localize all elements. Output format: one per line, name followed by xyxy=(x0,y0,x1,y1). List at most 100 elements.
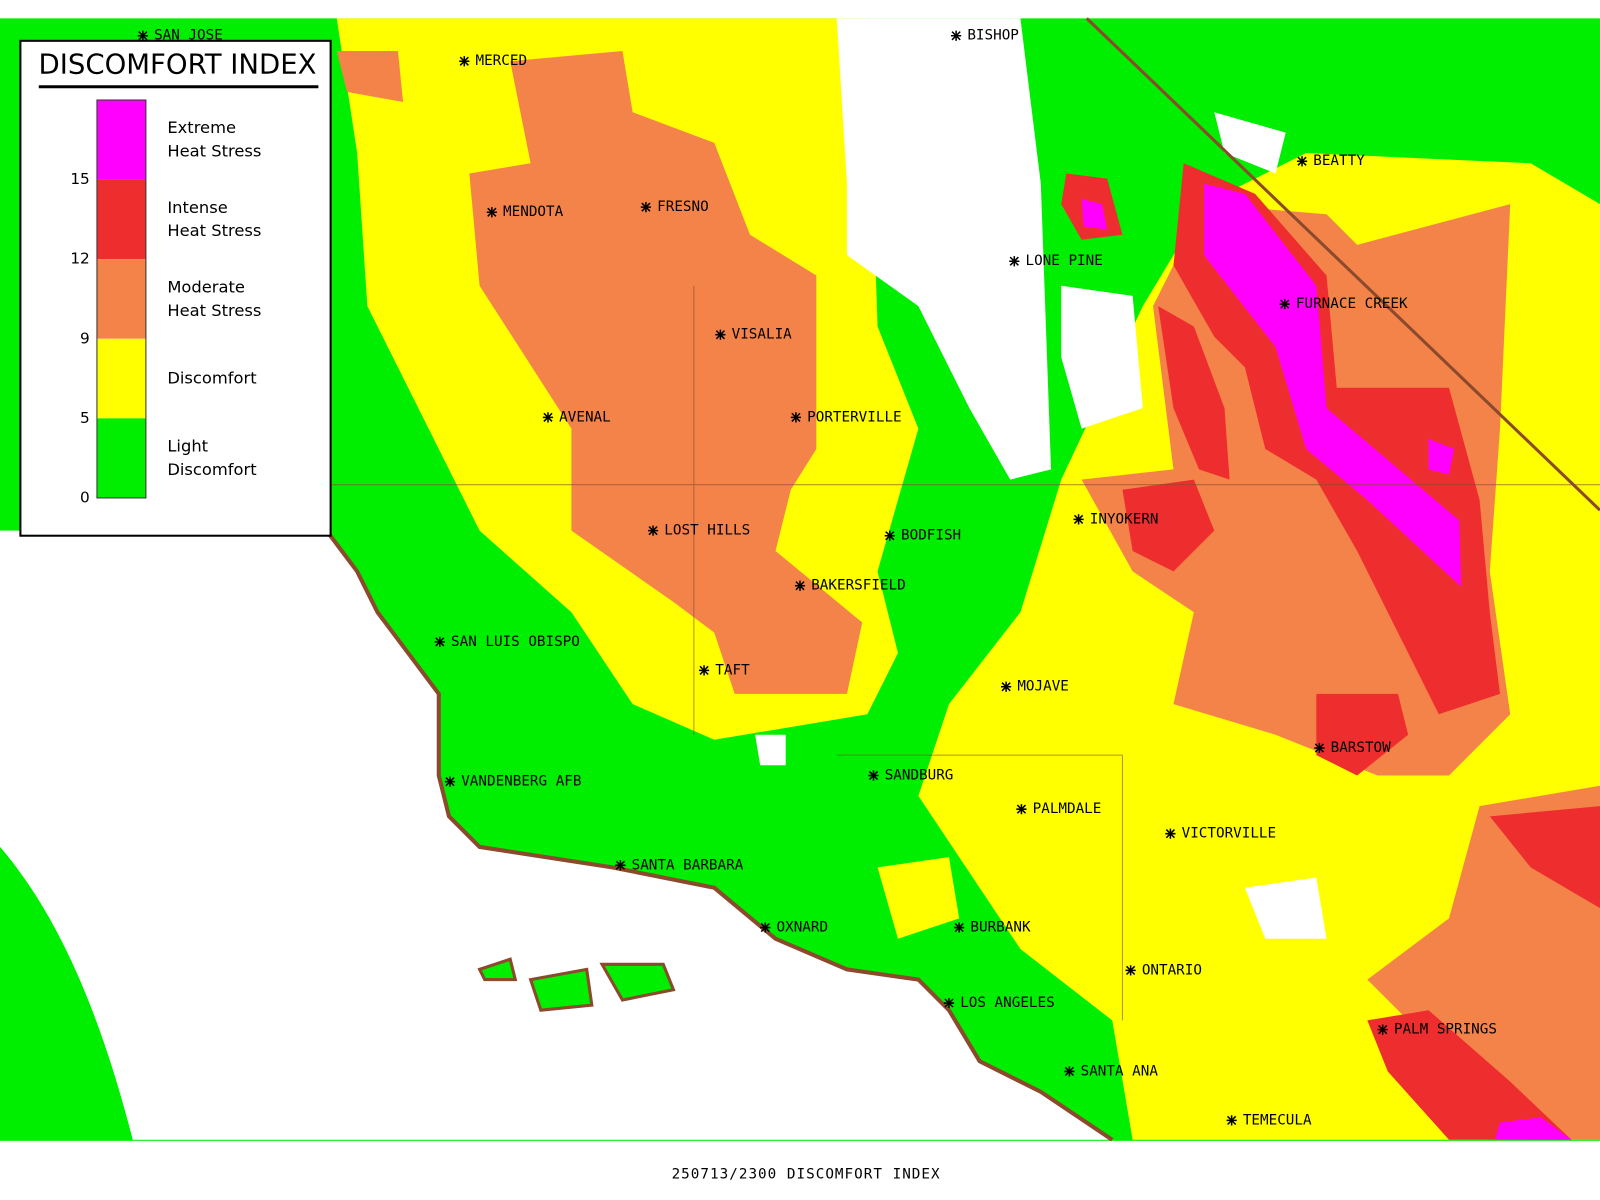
city: MENDOTA xyxy=(486,204,564,220)
city-label: SANTA ANA xyxy=(1081,1063,1159,1079)
sierra-white xyxy=(836,18,1052,480)
state-border xyxy=(1085,17,1600,512)
legend-swatch xyxy=(96,338,146,419)
legend: DISCOMFORT INDEX Extreme Heat Stress Inten… xyxy=(19,39,332,537)
city: FRESNO xyxy=(640,199,709,215)
legend-label: Extreme xyxy=(167,118,236,137)
city-label: PORTERVILLE xyxy=(807,409,901,425)
legend-swatch xyxy=(96,259,146,339)
city-marker xyxy=(1279,298,1290,310)
legend-label: Light xyxy=(167,437,208,456)
county-lines xyxy=(326,285,1600,1021)
city-marker xyxy=(1001,681,1012,692)
city-marker xyxy=(1016,804,1027,815)
city-label: OXNARD xyxy=(777,920,829,936)
city-marker xyxy=(760,922,771,933)
east-magenta xyxy=(1428,438,1455,475)
southeast-orange xyxy=(1367,785,1600,1140)
city-label: FURNACE CREEK xyxy=(1296,296,1408,312)
city: ONTARIO xyxy=(1125,962,1202,978)
city-marker xyxy=(434,636,445,647)
city-marker xyxy=(943,997,955,1009)
city-marker xyxy=(1125,965,1136,976)
legend-title: DISCOMFORT INDEX xyxy=(39,48,317,80)
barstow-red xyxy=(1316,693,1409,776)
legend-tick: 12 xyxy=(70,250,89,268)
city-label: LOS ANGELES xyxy=(960,995,1054,1011)
city-label: AVENAL xyxy=(559,409,611,425)
colorbar-outline xyxy=(96,99,147,499)
city-marker xyxy=(1009,256,1020,267)
footer: 250713/2300 DISCOMFORT INDEX xyxy=(672,1167,941,1183)
city-label: BAKERSFIELD xyxy=(811,578,905,594)
city-label: PALMDALE xyxy=(1033,801,1102,817)
city-label: MOJAVE xyxy=(1017,679,1069,695)
legend-tick: 9 xyxy=(80,329,90,347)
legend-items: Extreme Heat Stress Intense Heat Stress Mode… xyxy=(70,99,261,506)
legend-label: Moderate xyxy=(167,277,245,296)
city-marker xyxy=(444,776,456,787)
city-label: TEMECULA xyxy=(1243,1112,1312,1128)
city-marker xyxy=(459,56,470,67)
city: SANTA BARBARA xyxy=(615,857,744,873)
city-label: VANDENBERG AFB xyxy=(461,774,581,790)
legend-label: Discomfort xyxy=(167,369,256,388)
city-label: LOST HILLS xyxy=(664,523,750,539)
city-marker xyxy=(868,770,879,781)
city-label: SANTA BARBARA xyxy=(632,857,744,873)
city: LONE PINE xyxy=(1009,253,1103,269)
legend-swatch xyxy=(96,100,146,180)
legend-label: Discomfort xyxy=(167,460,256,479)
city: VICTORVILLE xyxy=(1165,826,1276,842)
legend-tick: 5 xyxy=(80,409,90,427)
city-label: SANDBURG xyxy=(885,768,954,784)
channel-islands xyxy=(477,957,676,1012)
amargosa-white xyxy=(1214,112,1286,174)
ocean xyxy=(0,530,1113,1140)
south-magenta xyxy=(1494,1117,1572,1140)
city-label: BURBANK xyxy=(970,920,1031,936)
panamint-red xyxy=(1158,306,1230,480)
city: PORTERVILLE xyxy=(790,409,902,425)
inyokern-red xyxy=(1122,479,1215,572)
city: SANDBURG xyxy=(868,768,953,784)
legend-swatch xyxy=(96,179,146,260)
owens-white xyxy=(1061,285,1143,429)
city-marker xyxy=(790,412,802,423)
city: TEMECULA xyxy=(1226,1112,1312,1128)
city-label: SAN LUIS OBISPO xyxy=(451,634,580,650)
coastline xyxy=(324,529,1114,1142)
city: LOST HILLS xyxy=(647,523,750,539)
city-marker xyxy=(715,329,726,340)
valley-orange xyxy=(469,51,863,694)
city-label: BEATTY xyxy=(1313,153,1365,169)
city-label: VISALIA xyxy=(732,327,793,343)
city-marker xyxy=(1377,1024,1388,1035)
city: BEATTY xyxy=(1296,153,1365,169)
city-marker xyxy=(615,860,626,871)
city: TAFT xyxy=(698,662,750,678)
city-label: LONE PINE xyxy=(1026,253,1103,269)
city-marker xyxy=(794,580,806,591)
city-label: MENDOTA xyxy=(503,204,564,220)
city: MOJAVE xyxy=(1001,679,1069,695)
city-marker xyxy=(884,530,895,541)
city: VISALIA xyxy=(715,327,792,343)
city-label: BARSTOW xyxy=(1331,740,1392,756)
city: SAN LUIS OBISPO xyxy=(434,634,580,650)
legend-tick: 15 xyxy=(70,170,89,188)
city: VANDENBERG AFB xyxy=(444,774,581,790)
city-label: SAN JOSE xyxy=(154,28,223,44)
city: INYOKERN xyxy=(1073,511,1159,527)
city-marker xyxy=(137,30,148,41)
city-label: MERCED xyxy=(476,53,528,69)
city-marker xyxy=(486,207,497,218)
city-marker xyxy=(1314,742,1325,754)
east-red xyxy=(1489,806,1600,909)
city: BISHOP xyxy=(951,28,1019,44)
city: LOS ANGELES xyxy=(943,995,1055,1011)
city-marker xyxy=(1296,156,1308,167)
city-label: FRESNO xyxy=(657,199,709,215)
